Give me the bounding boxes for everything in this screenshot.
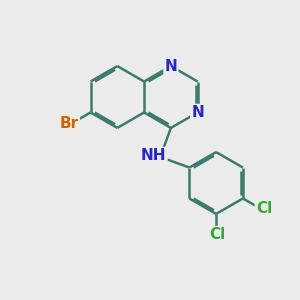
Text: Br: Br bbox=[60, 116, 79, 130]
Text: Cl: Cl bbox=[209, 227, 226, 242]
Text: N: N bbox=[191, 105, 204, 120]
Text: Cl: Cl bbox=[256, 200, 272, 215]
Text: N: N bbox=[164, 58, 177, 74]
Text: NH: NH bbox=[141, 148, 167, 163]
